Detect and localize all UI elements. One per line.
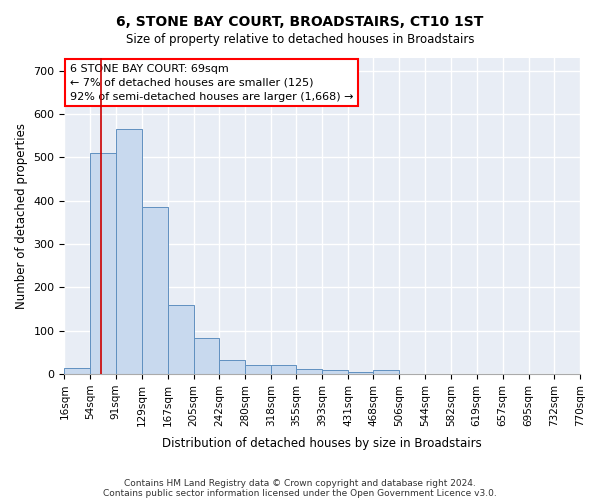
Bar <box>245 366 271 374</box>
Text: Contains HM Land Registry data © Crown copyright and database right 2024.: Contains HM Land Registry data © Crown c… <box>124 478 476 488</box>
X-axis label: Distribution of detached houses by size in Broadstairs: Distribution of detached houses by size … <box>163 437 482 450</box>
Bar <box>219 360 245 374</box>
Bar <box>271 364 296 374</box>
Bar <box>373 370 400 374</box>
Bar <box>348 372 373 374</box>
Text: 6 STONE BAY COURT: 69sqm
← 7% of detached houses are smaller (125)
92% of semi-d: 6 STONE BAY COURT: 69sqm ← 7% of detache… <box>70 64 353 102</box>
Bar <box>296 369 322 374</box>
Text: 6, STONE BAY COURT, BROADSTAIRS, CT10 1ST: 6, STONE BAY COURT, BROADSTAIRS, CT10 1S… <box>116 15 484 29</box>
Bar <box>64 368 91 374</box>
Title: 6, STONE BAY COURT, BROADSTAIRS, CT10 1ST
Size of property relative to detached : 6, STONE BAY COURT, BROADSTAIRS, CT10 1S… <box>0 499 1 500</box>
Bar <box>142 207 167 374</box>
Bar <box>322 370 348 374</box>
Bar <box>167 304 194 374</box>
Bar <box>91 153 116 374</box>
Bar <box>194 338 219 374</box>
Text: Contains public sector information licensed under the Open Government Licence v3: Contains public sector information licen… <box>103 488 497 498</box>
Text: Size of property relative to detached houses in Broadstairs: Size of property relative to detached ho… <box>126 32 474 46</box>
Bar <box>116 129 142 374</box>
Y-axis label: Number of detached properties: Number of detached properties <box>15 123 28 309</box>
